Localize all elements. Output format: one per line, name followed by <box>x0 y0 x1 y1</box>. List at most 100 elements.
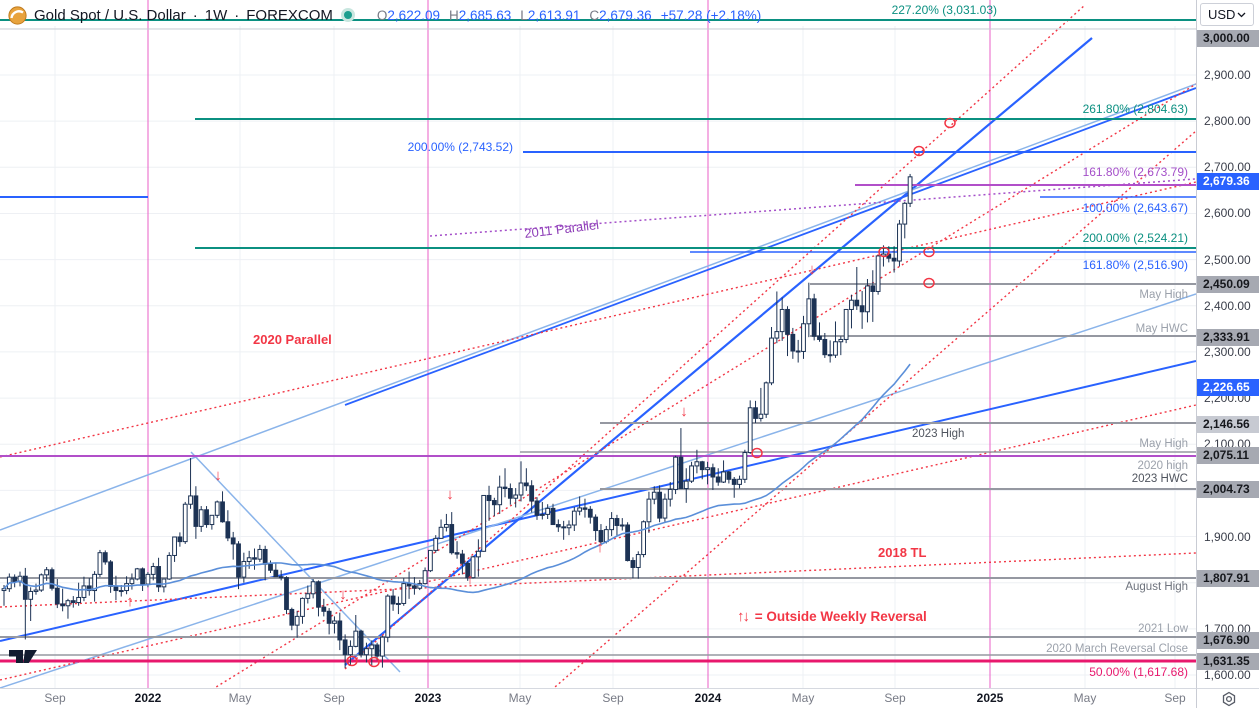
ohlc-close-key: C <box>589 7 600 23</box>
scale-settings-icon[interactable] <box>1221 691 1237 707</box>
ohlc-close-value: 2,679.36 <box>599 7 652 23</box>
ohlc-high-key: H <box>448 7 459 23</box>
reversal-marks: ↑↓↓↓↑↑↓↓ <box>126 117 956 668</box>
reversal-legend: ↑↓ = Outside Weekly Reversal <box>737 608 927 625</box>
target-circle-mark <box>923 246 935 258</box>
ohlc-open-key: O <box>376 7 388 23</box>
price-tick: 2,900.00 <box>1204 68 1251 82</box>
reversal-legend-text: = Outside Weekly Reversal <box>754 609 927 624</box>
level-name-label: May HWC <box>1136 323 1188 335</box>
horizontal-levels <box>0 19 1196 663</box>
target-circle-mark <box>368 656 380 668</box>
level-value-chip: 1,676.90 <box>1197 631 1259 649</box>
time-tick: Sep <box>884 691 906 705</box>
time-tick: 2025 <box>976 691 1004 705</box>
down-arrow-mark: ↓ <box>339 586 347 603</box>
axis-corner <box>1196 688 1259 708</box>
time-tick: 2022 <box>134 691 162 705</box>
symbol-title[interactable]: Gold Spot / U.S. Dollar <box>34 6 186 24</box>
down-arrow-mark: ↓ <box>680 403 688 420</box>
currency-label: USD <box>1208 7 1236 22</box>
level-value-chip: 1,807.91 <box>1197 569 1259 587</box>
price-tick: 2,500.00 <box>1204 253 1251 267</box>
gold-instrument-icon <box>8 5 27 25</box>
trendlines <box>0 4 1196 688</box>
chart-text-labels: 227.20% (3,031.03) 261.80% (2,804.63) 200.… <box>253 3 1189 679</box>
level-name-label: May High <box>1139 289 1188 301</box>
level-value-chip: 2,450.09 <box>1197 275 1259 293</box>
ohlc-low-key: L <box>520 7 528 23</box>
level-value-chip: 2,333.91 <box>1197 328 1259 346</box>
time-tick: May <box>791 691 815 705</box>
time-tick: Sep <box>323 691 345 705</box>
title-separator-2: · <box>234 6 240 24</box>
ohlc-low-value: 2,613.91 <box>527 7 581 23</box>
time-tick: Sep <box>44 691 66 705</box>
level-name-label: May High <box>1139 438 1188 450</box>
time-tick: Sep <box>1164 691 1186 705</box>
price-change: +57.28 (+2.18%) <box>660 7 762 23</box>
target-circle-mark <box>751 447 763 459</box>
annotation-label: 2011 Parallel <box>524 217 600 241</box>
target-circle-mark <box>913 145 925 157</box>
up-arrow-mark: ↑ <box>126 593 134 610</box>
tradingview-logo <box>9 650 37 663</box>
fib-level-label: 50.00% (1,617.68) <box>1089 665 1188 679</box>
up-arrow-mark: ↑ <box>466 571 474 588</box>
fib-level-label: 261.80% (2,804.63) <box>1083 102 1188 116</box>
level-name-label: 2023 High <box>912 428 964 440</box>
up-arrow-mark: ↑ <box>596 539 604 556</box>
price-tick: 2,800.00 <box>1204 114 1251 128</box>
fib-level-label: 161.80% (2,516.90) <box>1083 258 1188 272</box>
annotation-label: 2018 TL <box>878 545 926 560</box>
chevron-down-icon <box>1237 12 1246 17</box>
target-circle-mark <box>346 655 358 667</box>
chart-header: Gold Spot / U.S. Dollar · 1W · FOREXCOM … <box>8 4 761 26</box>
timeframe-label[interactable]: 1W <box>204 6 228 24</box>
level-value-chip: 3,000.00 <box>1197 29 1259 47</box>
level-name-label: August High <box>1125 581 1188 593</box>
exchange-label[interactable]: FOREXCOM <box>246 6 333 24</box>
price-chart[interactable]: ↑↓↓↓↑↑↓↓227.20% (3,031.03)261.80% (2,804… <box>0 0 1196 688</box>
time-tick: 2023 <box>414 691 442 705</box>
time-tick: May <box>508 691 532 705</box>
level-name-label: 2023 HWC <box>1132 473 1188 485</box>
fib-level-label: 227.20% (3,031.03) <box>892 3 997 17</box>
currency-selector-button[interactable]: USD <box>1200 3 1254 26</box>
fib-level-label: 100.00% (2,643.67) <box>1083 201 1188 215</box>
time-tick: Sep <box>602 691 624 705</box>
ohlc-readout: O2,622.09 H2,685.63 L2,613.91 C2,679.36 … <box>377 8 761 23</box>
target-circle-mark <box>878 246 890 258</box>
reversal-arrows-icon: ↑↓ <box>737 608 750 625</box>
target-circle-mark <box>944 117 956 129</box>
target-circle-mark <box>923 277 935 289</box>
title-separator: · <box>192 6 198 24</box>
down-arrow-mark: ↓ <box>214 467 222 484</box>
level-value-chip: 1,631.35 <box>1197 652 1259 670</box>
level-name-label: 2020 high <box>1137 460 1188 472</box>
price-tick: 2,400.00 <box>1204 299 1251 313</box>
price-tick: 1,900.00 <box>1204 530 1251 544</box>
ma-line <box>3 363 911 594</box>
level-value-chip: 2,004.73 <box>1197 480 1259 498</box>
price-value-chip: 2,226.65 <box>1197 378 1259 396</box>
price-tick: 2,600.00 <box>1204 206 1251 220</box>
time-tick: May <box>228 691 252 705</box>
level-value-chip: 2,146.56 <box>1197 415 1259 433</box>
ohlc-open-value: 2,622.09 <box>387 7 440 23</box>
price-axis[interactable]: USD 2,900.00 2,800.00 2,700.00 2,600.00 2,50… <box>1196 0 1259 688</box>
price-tick: 2,700.00 <box>1204 160 1251 174</box>
gridlines <box>0 26 1196 688</box>
price-value-chip: 2,679.36 <box>1197 172 1259 190</box>
level-value-chip: 2,075.11 <box>1197 446 1259 464</box>
down-arrow-mark: ↓ <box>446 486 454 503</box>
annotation-label: 2020 Parallel <box>253 332 332 347</box>
fib-level-label: 161.80% (2,673.79) <box>1083 165 1188 179</box>
market-status-icon <box>340 8 355 22</box>
candles-layer <box>1 173 913 669</box>
level-name-label: 2021 Low <box>1138 623 1189 635</box>
time-tick: 2024 <box>694 691 722 705</box>
time-axis[interactable]: Sep 2022 May Sep 2023 May Sep 2024 May Sep 2025 May… <box>0 688 1196 708</box>
fib-level-label: 200.00% (2,524.21) <box>1083 231 1188 245</box>
